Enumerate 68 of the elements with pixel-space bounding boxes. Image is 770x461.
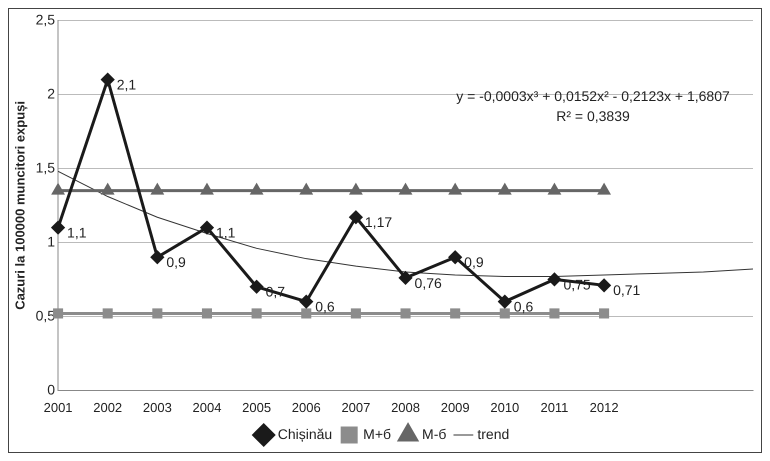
point bbox=[450, 308, 460, 318]
point bbox=[102, 308, 113, 318]
point bbox=[301, 308, 312, 318]
point bbox=[448, 250, 462, 264]
point bbox=[250, 280, 264, 294]
x-tick-label: 2007 bbox=[341, 400, 370, 415]
data-label: 1,1 bbox=[216, 224, 236, 240]
x-tick-label: 2011 bbox=[540, 400, 568, 415]
point bbox=[349, 210, 362, 224]
point bbox=[52, 221, 65, 234]
data-label: 2,1 bbox=[116, 76, 136, 92]
point bbox=[102, 184, 114, 195]
point bbox=[498, 184, 511, 195]
x-tick-label: 2005 bbox=[242, 400, 272, 415]
point bbox=[599, 308, 610, 318]
point bbox=[449, 184, 461, 195]
point bbox=[300, 295, 313, 308]
point bbox=[400, 308, 411, 318]
x-tick-label: 2006 bbox=[292, 400, 321, 415]
data-label: 0,6 bbox=[315, 298, 335, 314]
data-label: 0,76 bbox=[414, 274, 442, 291]
y-tick-label: 2,5 bbox=[36, 11, 56, 28]
x-tick-label: 2010 bbox=[490, 400, 520, 415]
y-tick-label: 1 bbox=[47, 233, 56, 250]
point bbox=[548, 184, 560, 195]
point bbox=[200, 221, 214, 234]
point bbox=[202, 308, 212, 318]
point bbox=[350, 308, 361, 318]
point bbox=[400, 184, 412, 195]
point bbox=[598, 278, 611, 292]
point bbox=[52, 184, 64, 195]
data-label: 1,17 bbox=[364, 214, 392, 230]
y-tick-label: 1,5 bbox=[36, 159, 56, 176]
legend-label: M-б bbox=[422, 426, 446, 442]
x-tick-label: 2001 bbox=[44, 400, 73, 415]
annotation: R² = 0,3839 bbox=[556, 108, 630, 124]
legend-label: trend bbox=[477, 426, 510, 442]
x-tick-label: 2004 bbox=[192, 400, 222, 415]
y-tick-label: 2 bbox=[47, 85, 56, 102]
point bbox=[498, 295, 512, 308]
x-tick-label: 2003 bbox=[142, 400, 172, 415]
point bbox=[549, 308, 560, 318]
data-label: 0,71 bbox=[613, 282, 641, 298]
x-tick-label: 2009 bbox=[440, 400, 470, 415]
point bbox=[300, 184, 312, 195]
point bbox=[350, 184, 362, 195]
point bbox=[598, 184, 610, 195]
legend-label: M+б bbox=[363, 426, 392, 442]
x-tick-label: 2012 bbox=[590, 400, 619, 415]
point bbox=[252, 308, 262, 318]
data-label: 0,9 bbox=[464, 254, 484, 270]
x-tick-label: 2002 bbox=[93, 400, 122, 415]
legend-label: Chișinău bbox=[278, 426, 332, 442]
point bbox=[500, 308, 510, 318]
data-label: 1,1 bbox=[67, 224, 87, 240]
annotation: y = -0,0003x³ + 0,0152x² - 0,2123x + 1,6807 bbox=[456, 88, 730, 104]
x-tick-label: 2008 bbox=[391, 400, 420, 415]
point bbox=[548, 272, 561, 286]
point bbox=[201, 184, 213, 195]
point bbox=[250, 184, 262, 195]
point bbox=[399, 271, 412, 284]
data-label: 0,9 bbox=[166, 254, 186, 270]
data-label: 0,6 bbox=[514, 298, 534, 314]
point bbox=[150, 250, 164, 264]
point bbox=[152, 184, 164, 195]
y-tick-label: 0 bbox=[47, 381, 56, 398]
y-axis-title: Cazuri la 100000 muncitori expuși bbox=[12, 100, 28, 310]
point bbox=[152, 308, 162, 318]
